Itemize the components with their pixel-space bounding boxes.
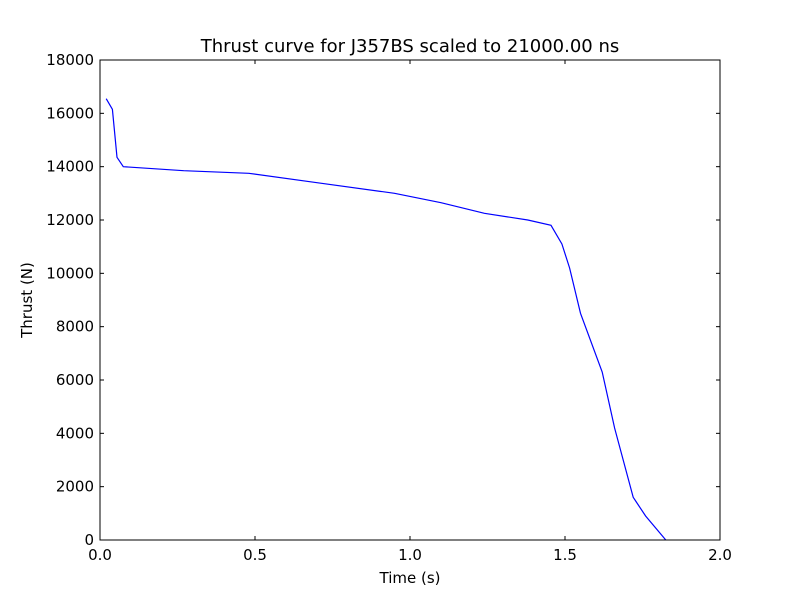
y-tick-label: 4000 bbox=[56, 424, 94, 442]
y-tick-label: 8000 bbox=[56, 318, 94, 336]
y-tick-label: 14000 bbox=[46, 158, 94, 176]
y-tick-label: 10000 bbox=[46, 264, 94, 282]
x-axis-label: Time (s) bbox=[379, 569, 441, 587]
x-tick-label: 2.0 bbox=[708, 546, 732, 564]
y-tick-label: 16000 bbox=[46, 104, 94, 122]
y-axis-label: Thrust (N) bbox=[18, 262, 36, 339]
x-tick-label: 1.0 bbox=[398, 546, 422, 564]
axis-ticks: 0.0 0.5 1.0 1.5 2.0 0 2000 4000 6000 8000 10000 120… bbox=[46, 51, 732, 564]
plot-series bbox=[105, 98, 667, 541]
y-tick-label: 12000 bbox=[46, 211, 94, 229]
x-tick-label: 0.5 bbox=[243, 546, 267, 564]
x-tick-label: 0.0 bbox=[88, 546, 112, 564]
y-tick-label: 18000 bbox=[46, 51, 94, 69]
y-tick-label: 6000 bbox=[56, 371, 94, 389]
y-tick-label: 0 bbox=[84, 531, 94, 549]
chart-title: Thrust curve for J357BS scaled to 21000.… bbox=[200, 36, 620, 57]
thrust-series-line bbox=[105, 98, 667, 541]
x-tick-label: 1.5 bbox=[553, 546, 577, 564]
y-tick-label: 2000 bbox=[56, 478, 94, 496]
plot-frame bbox=[99, 59, 721, 541]
